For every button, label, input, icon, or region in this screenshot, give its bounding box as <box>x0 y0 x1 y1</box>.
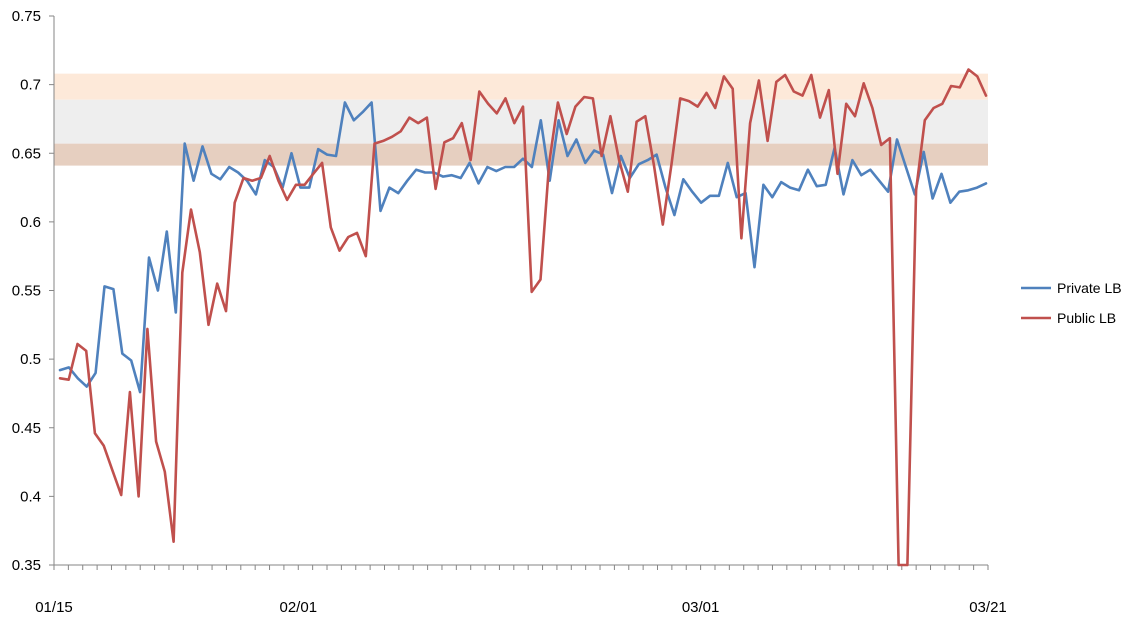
band-2 <box>54 143 988 166</box>
y-tick-label: 0.6 <box>20 214 41 231</box>
y-tick-label: 0.4 <box>20 488 41 505</box>
legend: Private LB Public LB <box>1021 280 1122 326</box>
y-tick-label: 0.5 <box>20 351 41 368</box>
y-tick-label: 0.7 <box>20 77 41 94</box>
legend-label-1: Public LB <box>1057 310 1116 326</box>
band-0 <box>54 73 988 100</box>
x-tick-label: 02/01 <box>280 599 318 616</box>
legend-label-0: Private LB <box>1057 280 1122 296</box>
x-tick-label: 03/01 <box>682 599 720 616</box>
y-tick-label: 0.35 <box>12 557 41 574</box>
y-tick-label: 0.65 <box>12 145 41 162</box>
y-tick-label: 0.75 <box>12 8 41 25</box>
chart-axes <box>49 15 989 570</box>
series-line-0 <box>58 101 988 394</box>
x-tick-label: 03/21 <box>969 599 1007 616</box>
x-tick-label: 01/15 <box>35 599 73 616</box>
reference-bands <box>54 73 988 166</box>
y-tick-label: 0.55 <box>12 283 41 300</box>
x-tick-labels: 01/15 02/01 03/01 03/21 <box>35 599 1007 616</box>
y-tick-label: 0.45 <box>12 420 41 437</box>
series-lines <box>58 68 988 567</box>
series-line-1 <box>58 68 988 567</box>
y-tick-labels: 0.35 0.4 0.45 0.5 0.55 0.6 0.65 0.7 0.75 <box>12 8 41 574</box>
